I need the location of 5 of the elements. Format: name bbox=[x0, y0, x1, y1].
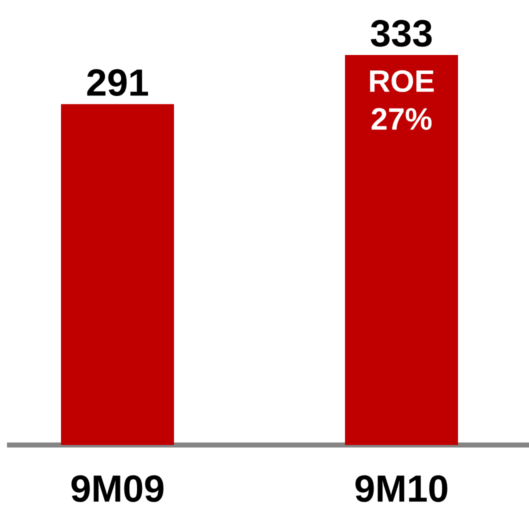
x-tick-label: 9M09 bbox=[71, 475, 164, 502]
x-tick-label: 9M10 bbox=[355, 475, 448, 502]
annotation: ROE 27% bbox=[370, 70, 434, 130]
data-label: 333 bbox=[370, 20, 432, 47]
data-label: 291 bbox=[87, 69, 148, 96]
